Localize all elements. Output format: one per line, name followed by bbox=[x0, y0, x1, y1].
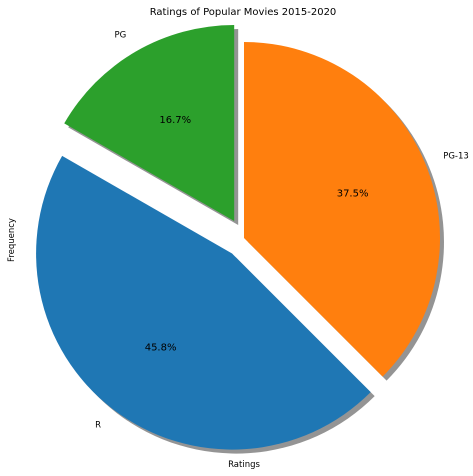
slice-label-pg: PG bbox=[114, 30, 126, 40]
slice-pg-13 bbox=[244, 42, 440, 377]
slice-percent-pg: 16.7% bbox=[159, 115, 191, 126]
slice-percent-pg-13: 37.5% bbox=[337, 189, 369, 200]
y-axis-label: Frequency bbox=[7, 218, 17, 262]
slice-r bbox=[36, 155, 371, 450]
slice-labels: PG 16.7% R 45.8% PG-13 37.5% bbox=[95, 30, 469, 430]
slice-label-pg-13: PG-13 bbox=[443, 152, 469, 162]
pie-slices bbox=[36, 25, 440, 450]
slice-pg bbox=[64, 25, 235, 222]
slice-percent-r: 45.8% bbox=[145, 342, 177, 353]
chart-title: Ratings of Popular Movies 2015-2020 bbox=[150, 7, 337, 18]
x-axis-label: Ratings bbox=[228, 460, 260, 470]
slice-label-r: R bbox=[95, 421, 101, 431]
